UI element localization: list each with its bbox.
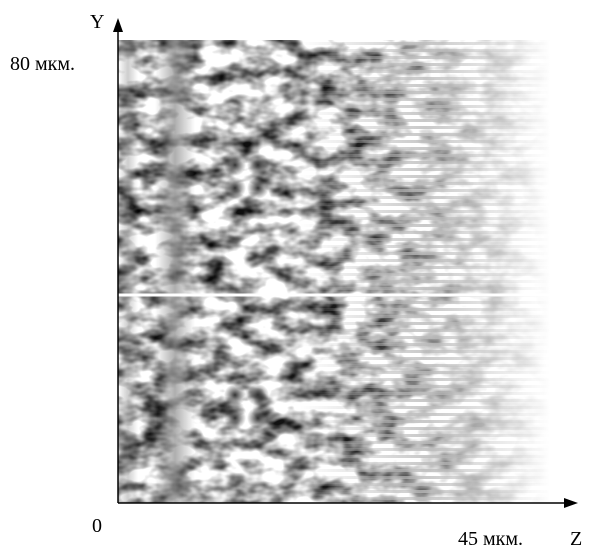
origin-label: 0 (92, 515, 102, 537)
z-label: Z (570, 528, 582, 548)
intensity-map (118, 40, 550, 503)
z-max-label: 45 мкм. (458, 528, 523, 548)
y-max-label: 80 мкм. (10, 53, 75, 75)
y-label: Y (90, 11, 104, 33)
z-arrow (564, 498, 578, 508)
y-arrow (113, 18, 123, 32)
axes (113, 18, 578, 508)
focal-spots (224, 154, 269, 429)
